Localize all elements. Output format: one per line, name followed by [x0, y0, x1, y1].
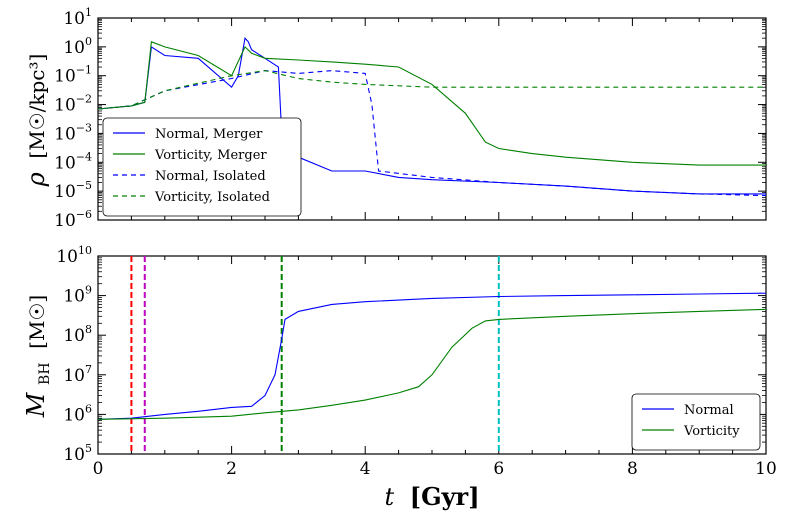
y-tick-label: 100: [63, 35, 92, 58]
y-tick-base: 10: [63, 9, 85, 29]
y-tick-label: 10−1: [54, 64, 92, 87]
y-tick-base: 10: [63, 287, 85, 307]
x-tick-label: 2: [226, 459, 237, 479]
y-tick-label: 107: [63, 363, 92, 386]
bottom-y-axis-units: [M☉]: [25, 295, 49, 349]
y-tick-base: 10: [63, 38, 85, 58]
bottom-y-axis-label: M BH [M☉]: [22, 295, 55, 418]
y-tick-exponent: −6: [76, 208, 92, 221]
y-tick-exponent: −5: [76, 179, 92, 192]
x-tick-label: 10: [755, 459, 777, 479]
bottom-series-group: [98, 256, 766, 454]
y-tick-label: 101: [63, 6, 92, 29]
y-tick-label: 106: [63, 402, 92, 425]
y-tick-base: 10: [63, 326, 85, 346]
y-tick-label: 105: [63, 442, 92, 465]
y-tick-label: 10−3: [54, 121, 92, 144]
y-tick-base: 10: [63, 405, 85, 425]
y-tick-label: 10−2: [54, 93, 92, 116]
legend-label: Vorticity, Merger: [154, 148, 267, 163]
y-tick-base: 10: [54, 211, 76, 231]
y-tick-exponent: −1: [76, 64, 92, 77]
y-tick-base: 10: [63, 366, 85, 386]
series-line: [98, 41, 766, 166]
x-ticks: 0 2 4 6 8 10: [93, 18, 777, 479]
legend-label: Vorticity, Isolated: [154, 190, 270, 205]
top-y-axis-symbol: ρ: [22, 172, 50, 187]
y-tick-base: 10: [54, 96, 76, 116]
y-tick-label: 1010: [56, 244, 92, 267]
y-tick-base: 10: [54, 67, 76, 87]
bottom-y-axis-subscript: BH: [37, 362, 53, 385]
x-axis-symbol: t: [384, 483, 394, 511]
bottom-y-axis-symbol: M: [22, 391, 50, 418]
x-tick-label: 6: [493, 459, 504, 479]
y-tick-exponent: 10: [78, 244, 92, 257]
bottom-legend: Normal Vorticity: [631, 393, 761, 451]
y-tick-label: 10−6: [54, 208, 92, 231]
y-tick-base: 10: [56, 247, 78, 267]
top-legend: Normal, Merger Vorticity, Merger Normal, I…: [102, 117, 302, 217]
y-tick-exponent: 6: [85, 402, 92, 415]
top-series-group: [98, 37, 766, 197]
x-axis-label: t [Gyr]: [384, 482, 479, 511]
y-tick-exponent: 1: [85, 6, 92, 19]
y-tick-label: 10−5: [54, 179, 92, 202]
top-y-axis-label: ρ [M☉/kpc³]: [22, 54, 50, 188]
y-tick-exponent: −2: [76, 93, 92, 106]
y-tick-exponent: 8: [85, 323, 92, 336]
y-tick-exponent: −4: [76, 150, 92, 163]
y-tick-base: 10: [54, 124, 76, 144]
series-line: [98, 70, 766, 197]
y-tick-exponent: 9: [85, 284, 92, 297]
y-tick-exponent: 7: [85, 363, 92, 376]
legend-label: Normal, Isolated: [155, 169, 266, 184]
y-tick-exponent: 0: [85, 35, 92, 48]
x-tick-label: 0: [93, 459, 104, 479]
series-line: [98, 70, 766, 110]
top-y-axis-units: [M☉/kpc³]: [25, 54, 49, 159]
y-tick-label: 109: [63, 284, 92, 307]
legend-label: Normal, Merger: [155, 127, 263, 142]
legend-label: Vorticity: [683, 424, 740, 439]
y-tick-base: 10: [63, 445, 85, 465]
y-tick-label: 108: [63, 323, 92, 346]
legend-box: [102, 117, 302, 217]
legend-label: Normal: [684, 403, 734, 418]
y-tick-base: 10: [54, 153, 76, 173]
series-line: [98, 292, 766, 420]
y-tick-label: 10−4: [54, 150, 92, 173]
legend-box: [631, 393, 761, 451]
y-tick-exponent: 5: [85, 442, 92, 455]
x-tick-label: 4: [360, 459, 371, 479]
x-tick-label: 8: [627, 459, 638, 479]
series-line: [98, 308, 766, 420]
y-tick-exponent: −3: [76, 121, 92, 134]
x-axis-units: [Gyr]: [410, 482, 480, 511]
y-tick-base: 10: [54, 182, 76, 202]
series-line: [98, 37, 766, 195]
